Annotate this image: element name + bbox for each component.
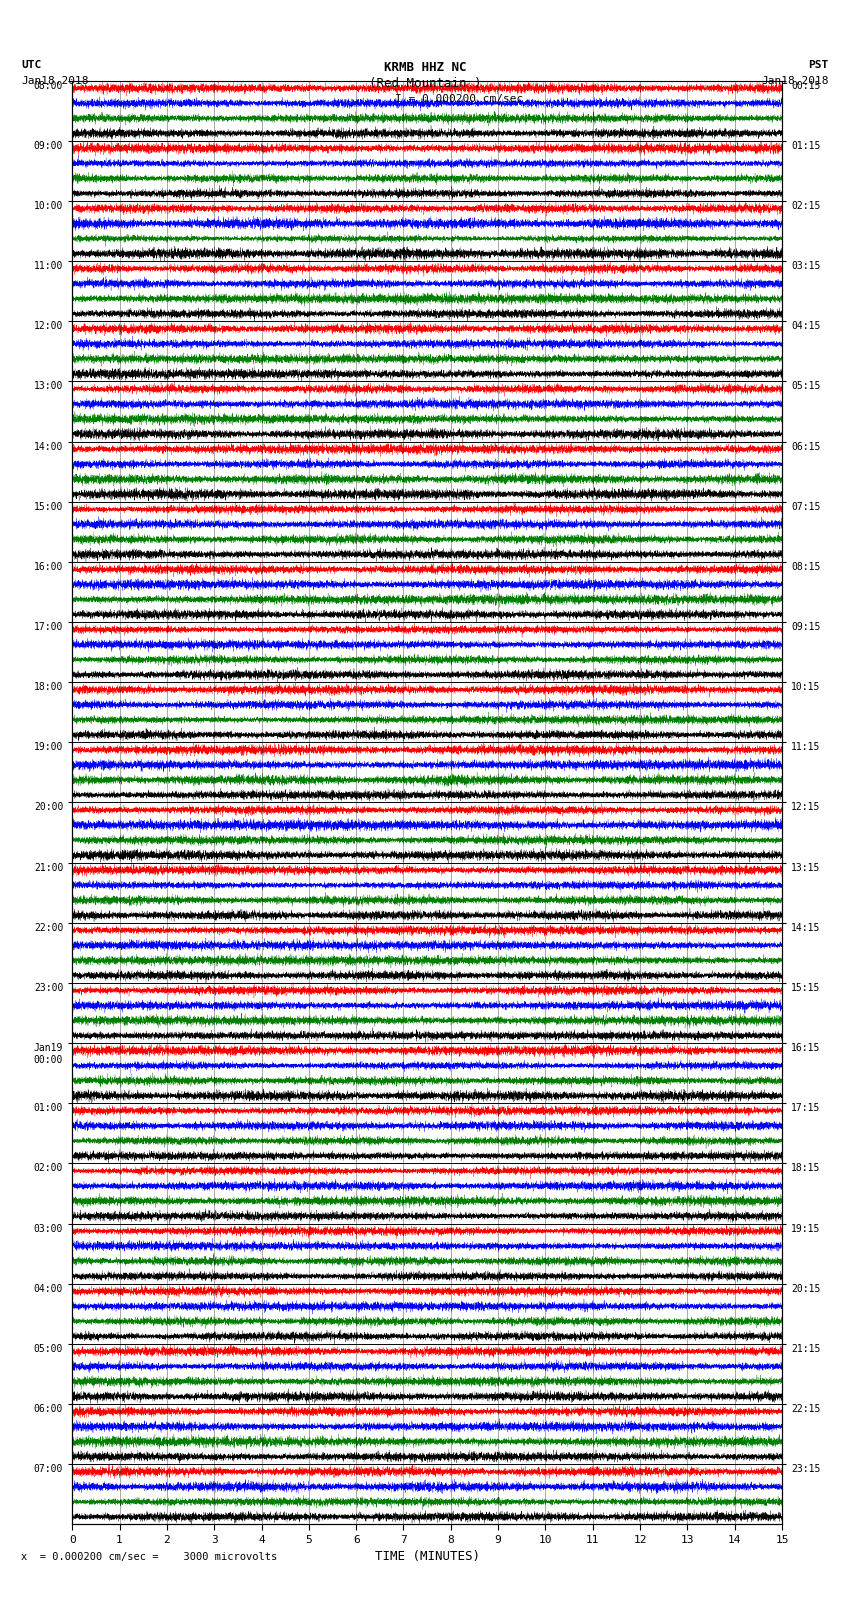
Text: (Red Mountain ): (Red Mountain ) [369, 77, 481, 90]
Text: x  = 0.000200 cm/sec =    3000 microvolts: x = 0.000200 cm/sec = 3000 microvolts [21, 1552, 277, 1561]
Text: UTC: UTC [21, 60, 42, 69]
Text: I = 0.000200 cm/sec: I = 0.000200 cm/sec [395, 94, 524, 103]
Text: Jan18,2018: Jan18,2018 [21, 76, 88, 85]
X-axis label: TIME (MINUTES): TIME (MINUTES) [375, 1550, 479, 1563]
Text: Jan18,2018: Jan18,2018 [762, 76, 829, 85]
Text: PST: PST [808, 60, 829, 69]
Text: KRMB HHZ NC: KRMB HHZ NC [383, 61, 467, 74]
